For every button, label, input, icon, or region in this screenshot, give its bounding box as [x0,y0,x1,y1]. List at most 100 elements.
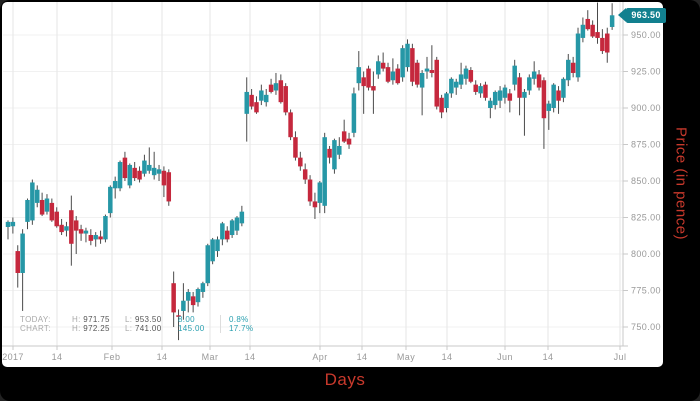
candle-up [25,199,30,222]
candle-up [444,93,449,108]
candle-down [73,220,79,231]
candle-down [595,32,600,38]
candle-down [434,59,439,107]
candle-up [112,181,118,189]
candle-up [205,245,211,284]
candle-down [605,33,610,53]
plot-background [2,2,663,367]
y-tick-label: 950.00 [631,30,661,40]
y-tick-label: 850.00 [631,176,661,186]
candle-down [327,148,332,158]
candle-up [244,91,249,114]
last-price-value: 963.50 [631,9,661,20]
candle-down [395,68,401,84]
x-tick-label: 14 [543,352,554,362]
candle-up [220,223,225,240]
x-tick-label: Mar [202,352,219,362]
candle-down [307,179,313,202]
candle-down [278,80,284,103]
candle-down [137,170,142,180]
candle-up [424,68,430,72]
candle-up [20,233,25,273]
candle-up [263,94,269,103]
candle-up [458,74,464,85]
candle-up [419,72,425,88]
legend-today-change: 8.00 [178,315,195,324]
y-tick-label: 825.00 [631,213,661,223]
candle-up [322,137,327,206]
candle-down [15,251,20,273]
legend-today-high: H: 971.75 [72,315,110,324]
candle-down [361,77,366,87]
candle-down [88,235,94,241]
candle-down [78,229,84,234]
x-tick-label: Feb [104,352,121,362]
candle-down [302,169,308,180]
candle-down [439,97,444,113]
candle-up [609,15,615,27]
candle-down [541,80,547,119]
candle-down [59,224,64,233]
candle-up [142,160,147,174]
candle-up [551,84,556,108]
candle-up [200,283,206,292]
y-axis-title: Price (in pence) [672,126,690,241]
candle-up [376,61,381,75]
legend-row-today: TODAY: H: 971.75 L: 953.50 8.00 0.8% [20,315,253,324]
candle-down [507,93,513,101]
candle-up [34,189,40,203]
legend-row-chart: CHART: H: 972.25 L: 741.00 145.00 17.7% [20,324,253,333]
candle-down [366,68,371,88]
candle-down [132,167,137,179]
badge-pointer-icon [618,7,626,22]
candle-up [351,93,357,133]
candle-down [556,90,561,101]
legend-today-label: TODAY: [20,315,51,324]
x-tick-label: Apr [312,352,327,362]
x-tick-label: 14 [245,352,256,362]
y-tick-label: 875.00 [631,140,661,150]
x-tick-label: Jun [497,352,513,362]
x-tick-label: 2017 [2,352,24,362]
candle-up [512,65,517,85]
x-tick-label: 14 [52,352,63,362]
y-tick-label: 925.00 [631,67,661,77]
candle-up [147,164,152,171]
candle-down [98,236,103,240]
candle-up [546,103,552,111]
candle-down [283,86,288,113]
candle-down [600,37,605,52]
candle-up [259,90,264,101]
candle-up [108,186,113,214]
legend-chart-high: H: 972.25 [72,324,110,333]
x-tick-label: Jul [614,352,627,362]
candle-down [585,18,591,30]
candle-down [39,199,45,215]
candle-down [254,102,259,113]
candle-up [195,289,201,303]
candle-up [478,86,483,94]
y-tick-label: 900.00 [631,103,661,113]
candle-up [449,78,454,94]
candle-down [590,24,595,37]
candle-up [502,87,508,98]
candle-down [190,296,196,306]
chart-stats-legend: TODAY: H: 971.75 L: 953.50 8.00 0.8% CHA… [20,315,253,333]
y-tick-label: 750.00 [631,322,661,332]
candle-down [536,74,542,88]
candle-up [356,67,362,84]
candle-down [171,283,176,313]
candle-down [312,201,318,208]
candle-up [215,239,220,252]
candle-down [468,70,474,82]
candle-up [497,90,503,101]
candle-down [473,84,478,92]
candle-down [69,210,74,244]
legend-today-change-pct: 0.8% [220,315,249,324]
candle-up [5,221,11,227]
candle-up [566,59,571,81]
candle-down [570,62,576,73]
